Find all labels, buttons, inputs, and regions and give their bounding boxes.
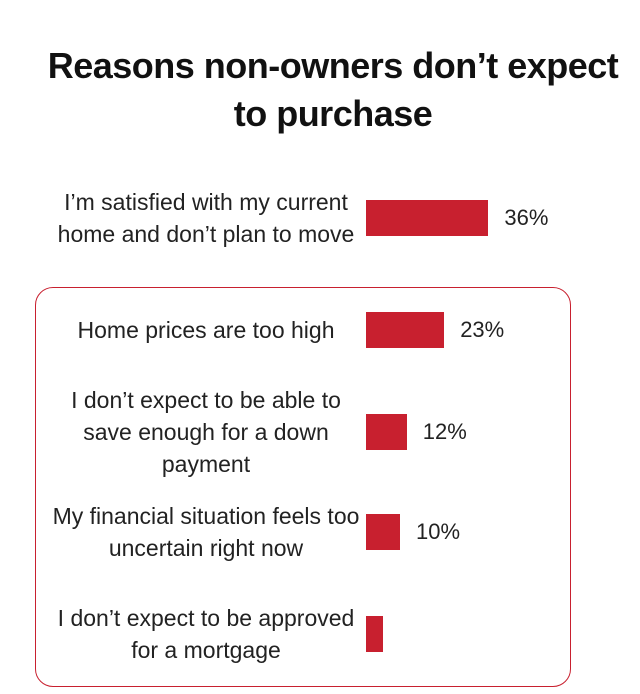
bar [366, 616, 383, 652]
value-label: 12% [422, 419, 467, 444]
category-label: I don’t expect to be approved for a mort… [57, 605, 355, 663]
value-label: 36% [504, 205, 549, 230]
bar [366, 312, 445, 348]
category-label: I’m satisfied with my current home and d… [57, 189, 355, 247]
highlight-box [35, 287, 571, 687]
category-label: Home prices are too high [77, 317, 335, 343]
category-label: I don’t expect to be able to save enough… [71, 387, 341, 477]
value-label: 10% [416, 519, 461, 544]
bar [366, 200, 489, 236]
value-label: 23% [460, 317, 505, 342]
category-label: My financial situation feels too uncerta… [52, 503, 360, 561]
bar [366, 514, 400, 550]
bar [366, 414, 407, 450]
chart-title: Reasons non-owners don’t expect to purch… [47, 45, 619, 134]
